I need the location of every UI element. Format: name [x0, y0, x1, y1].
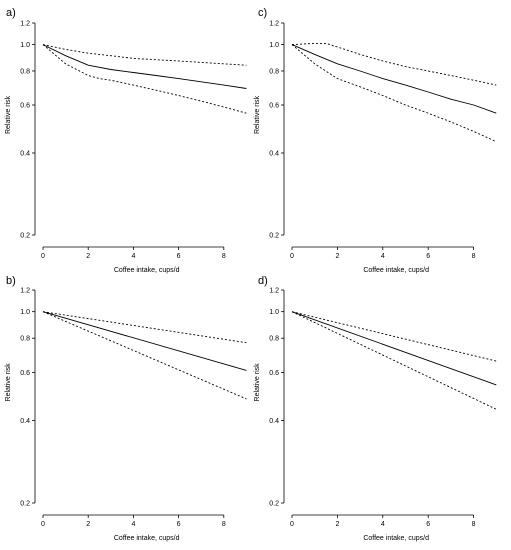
x-tick-label: 8	[472, 521, 476, 528]
x-tick-label: 4	[131, 253, 135, 260]
confidence-bound-line	[43, 312, 246, 399]
confidence-bound-line	[292, 43, 496, 85]
x-tick-label: 4	[131, 521, 135, 528]
panel-c: c) 0.2 0.4 0.6 0.8 1.0 1.2 0 2 4 6 8 Coffee intake, …	[254, 7, 496, 274]
confidence-bound-line	[43, 312, 246, 343]
x-tick-label: 2	[335, 521, 339, 528]
confidence-bound-line	[292, 45, 496, 142]
y-tick-label: 0.4	[269, 418, 279, 425]
y-tick-label: 1.2	[20, 21, 30, 28]
y-tick-label: 0.6	[20, 370, 30, 377]
x-tick-label: 6	[426, 521, 430, 528]
estimate-line	[43, 45, 246, 89]
confidence-bound-line	[292, 312, 496, 410]
x-axis-title: Coffee intake, cups/d	[363, 267, 429, 274]
x-axis-title: Coffee intake, cups/d	[114, 535, 180, 542]
y-tick-label: 0.2	[20, 501, 30, 508]
panel-label: c)	[258, 7, 267, 19]
x-tick-label: 6	[177, 253, 181, 260]
panel-label: d)	[258, 275, 268, 287]
x-tick-label: 6	[177, 521, 181, 528]
y-tick-label: 0.8	[269, 336, 279, 343]
x-tick-label: 0	[290, 521, 294, 528]
x-tick-label: 4	[381, 253, 385, 260]
x-tick-label: 0	[290, 253, 294, 260]
y-tick-label: 0.4	[20, 418, 30, 425]
y-tick-label: 1.0	[269, 309, 279, 316]
panel-a: a) 0.2 0.4 0.6 0.8 1.0 1.2 0 2 4 6 8 Coffee intake, …	[5, 7, 246, 274]
estimate-line	[292, 312, 496, 385]
x-tick-label: 4	[381, 521, 385, 528]
y-tick-label: 0.6	[269, 103, 279, 110]
y-tick-label: 1.2	[20, 288, 30, 295]
x-tick-label: 8	[472, 253, 476, 260]
confidence-bound-line	[43, 45, 246, 66]
y-tick-label: 0.8	[269, 68, 279, 75]
y-tick-label: 0.4	[269, 150, 279, 157]
x-tick-label: 0	[41, 521, 45, 528]
panel-label: a)	[6, 7, 16, 19]
estimate-line	[43, 312, 246, 371]
panel-d: d) 0.2 0.4 0.6 0.8 1.0 1.2 0 2 4 6 8 Coffee intake, …	[254, 275, 496, 542]
y-axis-title: Relative risk	[254, 363, 261, 402]
estimate-line	[292, 45, 496, 114]
x-tick-label: 2	[86, 521, 90, 528]
y-tick-label: 0.2	[269, 233, 279, 240]
y-tick-label: 0.2	[20, 233, 30, 240]
y-tick-label: 1.0	[20, 42, 30, 49]
y-tick-label: 1.2	[269, 21, 279, 28]
x-tick-label: 8	[222, 253, 226, 260]
x-tick-label: 6	[426, 253, 430, 260]
x-tick-label: 8	[222, 521, 226, 528]
y-axis-title: Relative risk	[5, 363, 12, 402]
y-tick-label: 0.8	[20, 68, 30, 75]
y-tick-label: 1.0	[269, 42, 279, 49]
x-tick-label: 2	[335, 253, 339, 260]
x-axis-title: Coffee intake, cups/d	[114, 267, 180, 274]
x-tick-label: 0	[41, 253, 45, 260]
y-axis-title: Relative risk	[254, 95, 261, 134]
y-tick-label: 0.2	[269, 501, 279, 508]
x-axis-title: Coffee intake, cups/d	[363, 535, 429, 542]
panel-label: b)	[6, 275, 16, 287]
y-tick-label: 0.8	[20, 336, 30, 343]
y-axis-title: Relative risk	[5, 95, 12, 134]
confidence-bound-line	[43, 45, 246, 114]
y-tick-label: 1.0	[20, 309, 30, 316]
y-tick-label: 1.2	[269, 288, 279, 295]
confidence-bound-line	[292, 312, 496, 361]
panel-b: b) 0.2 0.4 0.6 0.8 1.0 1.2 0 2 4 6 8 Coffee intake, …	[5, 275, 246, 542]
y-tick-label: 0.6	[269, 370, 279, 377]
x-tick-label: 2	[86, 253, 90, 260]
y-tick-label: 0.4	[20, 150, 30, 157]
y-tick-label: 0.6	[20, 103, 30, 110]
